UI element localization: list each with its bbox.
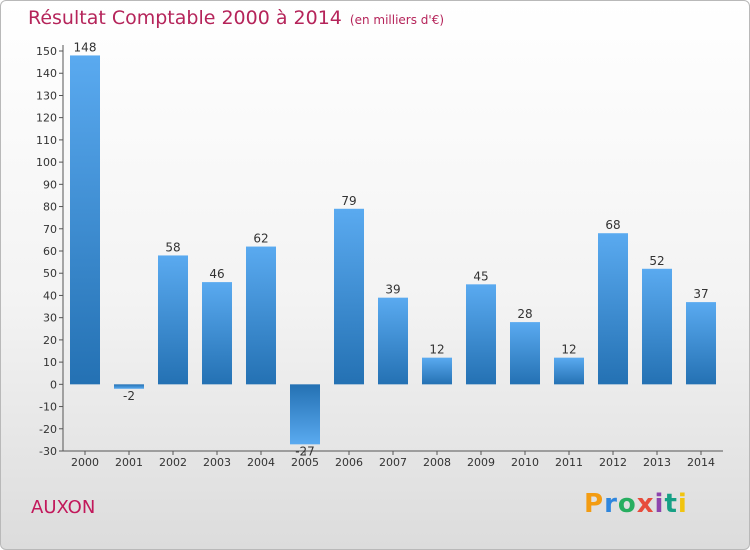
y-tick-label: 110 xyxy=(36,134,57,147)
bar xyxy=(642,268,672,385)
data-label: 46 xyxy=(209,267,224,281)
x-tick-label: 2011 xyxy=(555,456,583,469)
bar xyxy=(202,282,232,385)
bar xyxy=(422,357,452,385)
y-tick-label: 140 xyxy=(36,67,57,80)
bar xyxy=(554,357,584,385)
logo-letter: t xyxy=(664,489,678,519)
chart-title-text: Résultat Comptable 2000 à 2014 xyxy=(28,7,342,29)
x-tick-label: 2005 xyxy=(291,456,319,469)
y-tick-label: 120 xyxy=(36,112,57,125)
data-label: 39 xyxy=(385,283,400,297)
x-tick-label: 2007 xyxy=(379,456,407,469)
bar xyxy=(290,384,320,445)
y-tick-label: 70 xyxy=(43,223,57,236)
x-tick-label: 2012 xyxy=(599,456,627,469)
y-tick-label: 20 xyxy=(43,334,57,347)
data-label: 45 xyxy=(473,269,488,283)
x-tick-label: 2002 xyxy=(159,456,187,469)
bars xyxy=(70,55,716,445)
axes: -30 -20 -10 0 10 20 30 40 50 60 70 80 90 100 110 120 130… xyxy=(36,45,723,469)
data-label: 148 xyxy=(74,40,97,54)
y-tick-label: 30 xyxy=(43,312,57,325)
y-tick-label: 0 xyxy=(50,378,57,391)
logo-letter: i xyxy=(677,489,688,519)
bar xyxy=(334,208,364,385)
bar xyxy=(246,246,276,385)
data-label: 52 xyxy=(649,254,664,268)
data-label: 79 xyxy=(341,194,356,208)
y-tick-label: 50 xyxy=(43,267,57,280)
bar xyxy=(158,255,188,385)
bar xyxy=(378,297,408,385)
bar xyxy=(510,322,540,385)
y-tick-label: 60 xyxy=(43,245,57,258)
bar xyxy=(598,233,628,385)
y-tick-label: 90 xyxy=(43,178,57,191)
logo-letter: P xyxy=(584,489,605,519)
x-tick-label: 2001 xyxy=(115,456,143,469)
logo-letter: x xyxy=(636,489,655,519)
y-tick-label: -20 xyxy=(39,423,57,436)
data-label: 37 xyxy=(693,287,708,301)
data-label: 28 xyxy=(517,307,532,321)
data-label: 58 xyxy=(165,240,180,254)
data-label: 12 xyxy=(429,343,444,357)
data-label: -2 xyxy=(123,389,135,403)
y-tick-label: 150 xyxy=(36,45,57,58)
x-tick-label: 2013 xyxy=(643,456,671,469)
y-tick-label: 100 xyxy=(36,156,57,169)
x-tick-label: 2010 xyxy=(511,456,539,469)
chart-subtitle: (en milliers d'€) xyxy=(349,13,445,27)
logo-letter: i xyxy=(654,489,665,519)
proxiti-logo: Proxiti xyxy=(584,489,688,519)
data-label: 68 xyxy=(605,218,620,232)
x-tick-label: 2004 xyxy=(247,456,275,469)
x-tick-label: 2003 xyxy=(203,456,231,469)
bar xyxy=(466,284,496,385)
y-tick-label: -30 xyxy=(39,445,57,458)
x-tick-label: 2000 xyxy=(71,456,99,469)
y-tick-label: 10 xyxy=(43,356,57,369)
chart-title: Résultat Comptable 2000 à 2014 (en millie… xyxy=(28,7,444,29)
y-tick-label: -10 xyxy=(39,401,57,414)
y-tick-label: 130 xyxy=(36,89,57,102)
logo-letter: r xyxy=(604,489,618,519)
place-name: AUXON xyxy=(31,497,96,518)
bar xyxy=(114,384,144,389)
logo-letter: o xyxy=(617,489,637,519)
bar xyxy=(686,302,716,385)
y-tick-label: 40 xyxy=(43,289,57,302)
data-label: 12 xyxy=(561,343,576,357)
x-tick-label: 2009 xyxy=(467,456,495,469)
data-label: 62 xyxy=(253,232,268,246)
x-tick-label: 2014 xyxy=(687,456,715,469)
data-labels: 148 -2 58 46 62 -27 79 39 12 45 28 12 68 52 37 xyxy=(74,40,709,458)
x-tick-label: 2008 xyxy=(423,456,451,469)
y-tick-label: 80 xyxy=(43,201,57,214)
data-label: -27 xyxy=(295,444,315,458)
bar xyxy=(70,55,100,385)
x-tick-label: 2006 xyxy=(335,456,363,469)
